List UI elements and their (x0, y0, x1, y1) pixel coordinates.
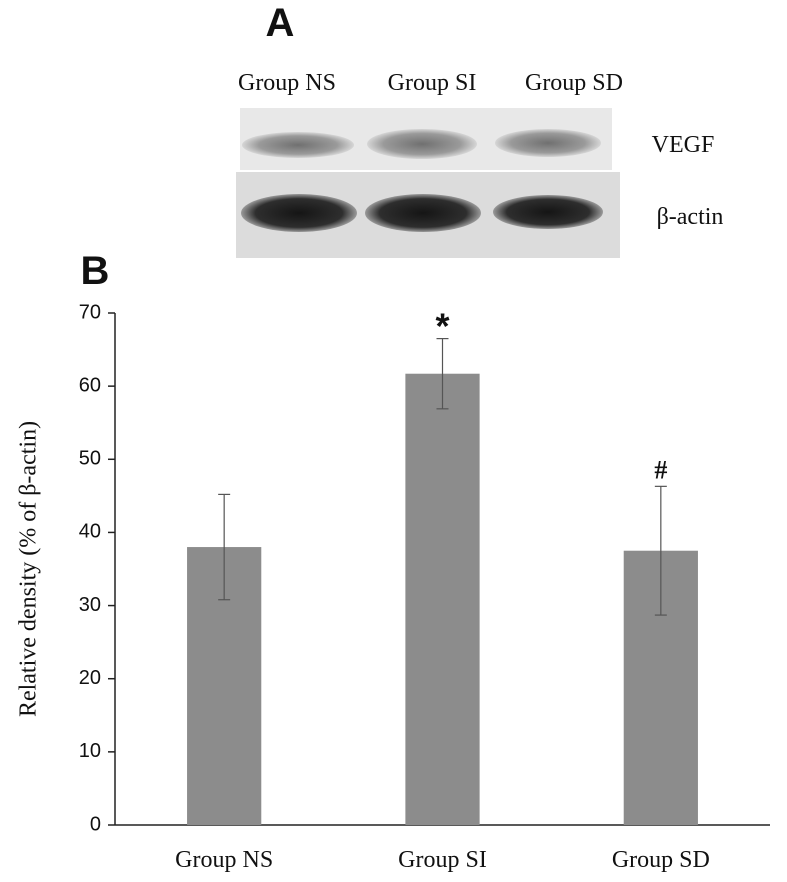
blot (236, 108, 620, 258)
x-tick-label: Group SI (398, 847, 487, 873)
panel-label: B (81, 249, 110, 293)
significance-marker: * (435, 306, 449, 347)
bar (405, 373, 480, 825)
row-label: VEGF (652, 132, 715, 158)
y-tick-label: 50 (79, 448, 101, 470)
band (367, 129, 477, 159)
lane-label: Group SD (525, 70, 623, 96)
band (242, 132, 354, 158)
y-tick-label: 30 (79, 594, 101, 616)
panel-label: A (266, 1, 295, 45)
y-axis-label: Relative density (% of β-actin) (16, 421, 42, 717)
x-tick-label: Group NS (175, 847, 273, 873)
lane-label: Group NS (238, 70, 336, 96)
significance-marker: # (654, 455, 667, 484)
row-label: β-actin (657, 204, 724, 230)
plot: 0 10 20 30 40 50 60 70 Group NS Group SI * Group SD… (79, 301, 770, 873)
band (493, 195, 603, 229)
x-tick-label: Group SD (612, 847, 710, 873)
y-tick-label: 20 (79, 667, 101, 689)
band (495, 129, 601, 157)
y-tick-label: 40 (79, 521, 101, 543)
y-tick-label: 10 (79, 740, 101, 762)
y-tick-label: 70 (79, 301, 101, 323)
band (241, 194, 357, 232)
y-tick-label: 0 (90, 813, 101, 835)
band (365, 194, 481, 232)
y-tick-label: 60 (79, 374, 101, 396)
lane-label: Group SI (388, 70, 477, 96)
